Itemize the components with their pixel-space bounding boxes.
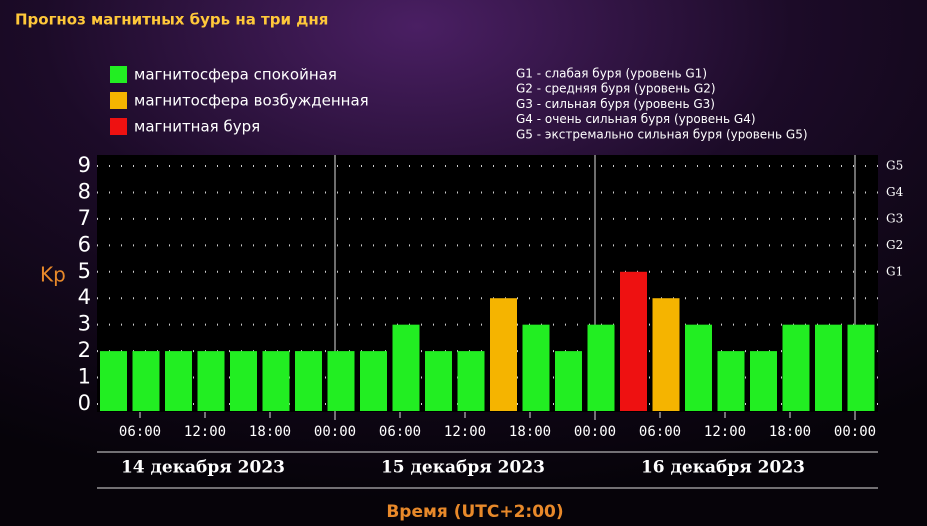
- y2-tick-label: G1: [886, 264, 903, 278]
- y-axis-label: Kp: [40, 263, 66, 287]
- legend-swatch: [110, 66, 127, 83]
- x-tick-label: 12:00: [184, 424, 226, 440]
- x-tick-label: 18:00: [249, 424, 291, 440]
- y-tick-label: 2: [78, 338, 91, 362]
- y-tick-label: 1: [78, 365, 91, 389]
- y-tick-label: 7: [78, 206, 91, 230]
- bar: [457, 351, 485, 411]
- storm-level: G4 - очень сильная буря (уровень G4): [516, 112, 756, 126]
- x-tick-label: 12:00: [704, 424, 746, 440]
- legend-swatch: [110, 118, 127, 135]
- y2-tick-label: G2: [886, 238, 903, 252]
- bar: [490, 298, 517, 411]
- bar: [392, 324, 420, 411]
- bar: [620, 271, 647, 411]
- bar: [555, 351, 582, 411]
- storm-level: G5 - экстремально сильная буря (уровень …: [516, 127, 808, 141]
- bar: [587, 324, 615, 411]
- day-label: 15 декабря 2023: [381, 458, 545, 478]
- x-tick-label: 06:00: [639, 424, 681, 440]
- bar: [197, 351, 225, 411]
- y-tick-label: 3: [78, 312, 91, 336]
- day-label: 16 декабря 2023: [641, 458, 805, 478]
- legend-label: магнитосфера спокойная: [134, 66, 337, 84]
- bar: [750, 351, 777, 411]
- y-tick-label: 8: [78, 179, 91, 203]
- bar: [230, 351, 257, 411]
- bar: [327, 351, 355, 411]
- x-tick-label: 12:00: [444, 424, 486, 440]
- y-tick-label: 0: [78, 391, 91, 415]
- x-tick-label: 00:00: [574, 424, 616, 440]
- y2-tick-label: G4: [886, 185, 904, 199]
- legend-swatch: [110, 92, 127, 109]
- day-label: 14 декабря 2023: [121, 458, 285, 478]
- y-tick-label: 6: [78, 232, 91, 256]
- bar: [295, 351, 322, 411]
- y-tick-label: 5: [78, 259, 91, 283]
- chart-title: Прогноз магнитных бурь на три дня: [15, 11, 328, 29]
- bar: [782, 324, 810, 411]
- bar: [717, 351, 745, 411]
- storm-level: G1 - слабая буря (уровень G1): [516, 67, 707, 81]
- x-tick-label: 06:00: [379, 424, 421, 440]
- legend-label: магнитная буря: [134, 118, 260, 136]
- bar: [132, 351, 160, 411]
- y2-tick-label: G5: [886, 159, 903, 173]
- x-tick-label: 00:00: [314, 424, 356, 440]
- bar: [815, 324, 842, 411]
- y-tick-label: 4: [78, 285, 91, 309]
- y2-tick-label: G3: [886, 211, 903, 225]
- x-tick-label: 00:00: [834, 424, 876, 440]
- x-axis-label: Время (UTC+2:00): [386, 502, 563, 522]
- x-tick-label: 18:00: [769, 424, 811, 440]
- x-tick-label: 18:00: [509, 424, 551, 440]
- bar: [165, 351, 192, 411]
- storm-level: G2 - средняя буря (уровень G2): [516, 82, 716, 96]
- bar: [100, 351, 127, 411]
- y-tick-label: 9: [78, 153, 91, 177]
- plot-area: [97, 155, 878, 412]
- bar: [522, 324, 550, 411]
- storm-level: G3 - сильная буря (уровень G3): [516, 97, 715, 111]
- bar: [652, 298, 680, 411]
- bar: [847, 324, 875, 411]
- x-tick-label: 06:00: [119, 424, 161, 440]
- bar: [360, 351, 387, 411]
- bar: [685, 324, 712, 411]
- legend-label: магнитосфера возбужденная: [134, 92, 369, 110]
- bar: [262, 351, 290, 411]
- bar: [425, 351, 452, 411]
